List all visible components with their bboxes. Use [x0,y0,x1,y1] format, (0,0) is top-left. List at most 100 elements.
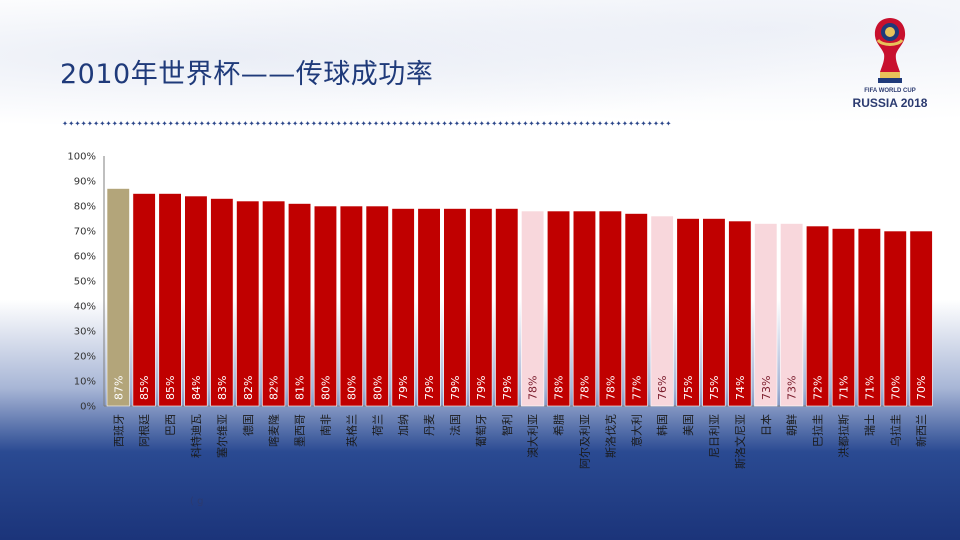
bar [262,200,286,407]
data-label: 71% [863,376,876,400]
data-label: 80% [371,376,384,400]
pass-success-bar-chart: 0% 10% 20% 30% 40% 50% 60% 70% 80% 90% 100% 87% 西班牙 8… [67,152,933,469]
data-label: 85% [164,376,177,400]
x-tick-label: 希腊 [552,414,566,436]
bar [805,225,830,407]
data-label: 78% [553,376,566,400]
x-tick-label: 韩国 [655,414,669,436]
bar [909,230,933,407]
bar [287,203,312,407]
bar [754,223,778,407]
x-tick-label: 智利 [500,414,514,436]
data-label: 79% [397,376,410,400]
x-tick-label: 阿根廷 [137,414,151,447]
bar [831,228,856,407]
x-tick-label: 西班牙 [112,414,125,447]
x-tick-label: 新西兰 [914,414,928,447]
data-label: 81% [294,376,307,400]
x-tick-label: 荷兰 [371,414,384,436]
data-label: 78% [578,376,591,400]
x-tick-label: 朝鲜 [785,414,799,436]
data-label: 72% [812,376,825,400]
data-label: 82% [268,376,281,400]
data-label: 73% [786,376,799,400]
data-label: 84% [190,376,203,400]
bar [546,210,571,407]
bar [469,208,493,407]
data-label: 79% [475,376,488,400]
x-tick-label: 巴拉圭 [811,414,825,447]
x-tick-label: 英格兰 [344,414,358,447]
y-tick-label: 80% [74,202,96,213]
footnote: ( g [190,496,204,507]
background-pattern [0,0,960,140]
world-cup-trophy-icon [874,18,906,83]
x-tick-label: 斯洛文尼亚 [733,414,747,469]
data-label: 71% [837,376,850,400]
bar [236,200,260,407]
x-tick-label: 丹麦 [423,414,436,436]
bar [883,230,907,407]
x-tick-label: 南非 [319,414,332,436]
y-tick-label: 70% [74,227,96,238]
y-tick-label: 40% [74,302,96,313]
slide-title: 2010年世界杯——传球成功率 [60,59,434,90]
x-tick-label: 喀麦隆 [267,414,281,447]
bar [728,220,752,407]
data-label: 79% [423,376,436,400]
logo-subtitle: FIFA WORLD CUP [864,88,916,94]
x-tick-label: 法国 [448,414,462,436]
bar [417,208,441,407]
data-label: 80% [345,376,358,400]
x-tick-label: 巴西 [164,414,177,436]
x-tick-label: 加纳 [397,414,410,436]
x-tick-label: 尼日利亚 [708,414,721,458]
x-tick-label: 美国 [682,414,695,436]
data-label: 70% [915,376,928,400]
world-cup-logo: FIFA WORLD CUP RUSSIA 2018 [842,14,938,114]
bar [106,188,130,407]
bar [857,228,881,407]
data-label: 78% [527,376,540,400]
data-label: 73% [760,376,773,400]
y-tick-label: 0% [80,402,96,413]
data-label: 78% [604,376,617,400]
bar [572,210,597,407]
data-label: 82% [242,376,255,400]
logo-title: RUSSIA 2018 [852,96,928,110]
y-tick-label: 20% [74,352,96,363]
x-tick-label: 日本 [759,414,773,436]
bar [210,198,234,407]
bar [158,193,182,407]
bar [313,205,338,407]
x-tick-label: 乌拉圭 [888,414,902,447]
x-tick-label: 墨西哥 [294,414,307,447]
y-tick-label: 50% [74,277,96,288]
x-tick-label: 科特迪瓦 [189,414,203,458]
y-tick-label: 60% [74,252,96,263]
data-label: 76% [656,376,669,400]
bar [624,213,648,407]
x-tick-label: 阿尔及利亚 [578,414,591,469]
bar [365,205,389,407]
x-tick-label: 葡萄牙 [475,414,488,447]
bar [650,215,674,407]
y-tick-label: 30% [74,327,96,338]
bar [676,218,700,407]
data-label: 87% [112,376,125,400]
bar [521,210,545,407]
x-tick-label: 意大利 [629,414,643,447]
decorative-divider: ✦✦✦✦✦✦✦✦✦✦✦✦✦✦✦✦✦✦✦✦✦✦✦✦✦✦✦✦✦✦✦✦✦✦✦✦✦✦✦✦… [62,118,672,129]
data-label: 85% [138,376,151,400]
bar [391,208,415,407]
bar [339,205,363,407]
bar [598,210,622,407]
x-tick-label: 瑞士 [862,414,876,436]
bar [702,218,726,407]
data-label: 77% [630,376,643,400]
data-label: 74% [734,376,747,400]
data-label: 80% [319,376,332,400]
data-label: 75% [708,376,721,400]
data-label: 75% [682,376,695,400]
y-tick-label: 10% [74,377,96,388]
